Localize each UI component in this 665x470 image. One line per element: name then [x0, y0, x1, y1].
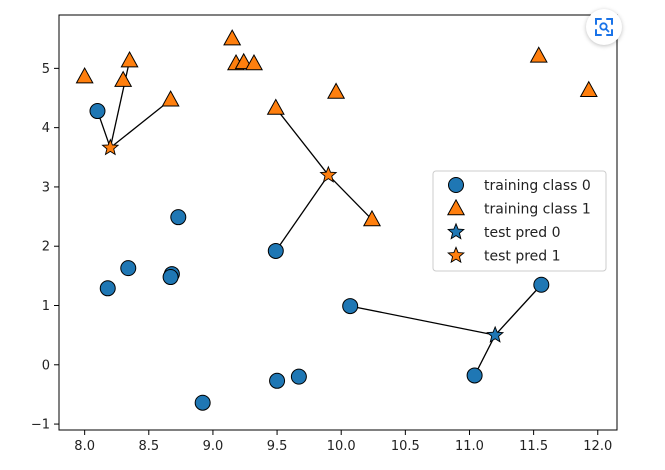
neighbor-lines	[96, 60, 542, 376]
legend-marker	[446, 198, 466, 216]
y-tick-label: 4	[42, 121, 50, 136]
x-tick-label: 10.5	[391, 439, 420, 454]
y-tick-label: −1	[31, 418, 50, 433]
legend-label: test pred 1	[484, 249, 561, 265]
neighbor-line	[350, 305, 496, 336]
data-points	[75, 29, 598, 411]
x-tick-label: 11.0	[455, 439, 484, 454]
point-training-class-1	[266, 98, 285, 115]
point-training-class-1	[579, 80, 598, 97]
point-training-class-0	[267, 242, 284, 259]
x-tick-label: 9.0	[203, 439, 224, 454]
point-training-class-0	[120, 260, 137, 277]
x-tick-label: 11.5	[519, 439, 548, 454]
x-tick-label: 9.5	[267, 439, 288, 454]
neighbor-line	[327, 174, 373, 220]
y-tick-label: 2	[42, 240, 50, 255]
x-tick-label: 10.0	[327, 439, 356, 454]
plot-frame	[58, 14, 618, 431]
point-training-class-0	[269, 372, 286, 389]
point-training-class-0	[194, 394, 211, 411]
legend-marker	[448, 177, 464, 193]
legend-marker	[447, 222, 465, 240]
point-training-class-1	[362, 209, 382, 227]
y-tick-label: 0	[42, 358, 50, 373]
neighbor-line	[494, 284, 542, 336]
point-training-class-0	[99, 280, 116, 297]
neighbor-line	[109, 99, 172, 149]
legend-label: training class 0	[484, 178, 591, 194]
point-training-class-1	[223, 29, 242, 46]
point-training-class-0	[290, 368, 307, 385]
point-training-class-0	[162, 269, 179, 286]
point-training-class-1	[114, 70, 133, 87]
y-tick-label: 3	[42, 180, 50, 195]
legend-label: test pred 0	[484, 225, 561, 241]
neighbor-line	[109, 60, 131, 148]
legend-box	[432, 170, 607, 272]
point-training-class-0	[89, 103, 106, 120]
point-training-class-0	[466, 367, 483, 384]
neighbor-line	[275, 107, 329, 176]
x-tick-label: 12.0	[583, 439, 612, 454]
legend: training class 0 training class 1 test pre…	[432, 170, 607, 272]
point-training-class-1	[327, 82, 346, 99]
point-training-class-1	[75, 67, 94, 84]
point-training-class-0	[342, 298, 359, 315]
x-tick-label: 8.0	[74, 439, 95, 454]
point-test-pred-1	[101, 138, 120, 156]
axes: 8.0 8.5 9.0 9.5 10.0 10.5 11.0 11.5 12.0 −1 0 1 2 3 4 5	[31, 14, 618, 454]
visual-search-button[interactable]	[586, 9, 622, 45]
legend-label: training class 1	[484, 202, 591, 218]
x-tick-label: 8.5	[138, 439, 159, 454]
point-training-class-1	[244, 53, 263, 71]
y-tick-label: 5	[42, 62, 50, 77]
point-training-class-0	[170, 209, 187, 226]
visual-search-icon	[595, 18, 613, 36]
y-tick-label: 1	[42, 299, 50, 314]
point-training-class-1	[161, 90, 180, 107]
point-training-class-1	[529, 46, 548, 63]
legend-marker	[447, 246, 465, 264]
point-training-class-1	[234, 52, 253, 70]
point-test-pred-0	[486, 325, 505, 343]
point-test-pred-1	[319, 165, 338, 183]
point-training-class-1	[120, 51, 139, 68]
neighbor-line	[275, 174, 329, 252]
point-training-class-0	[533, 276, 550, 293]
